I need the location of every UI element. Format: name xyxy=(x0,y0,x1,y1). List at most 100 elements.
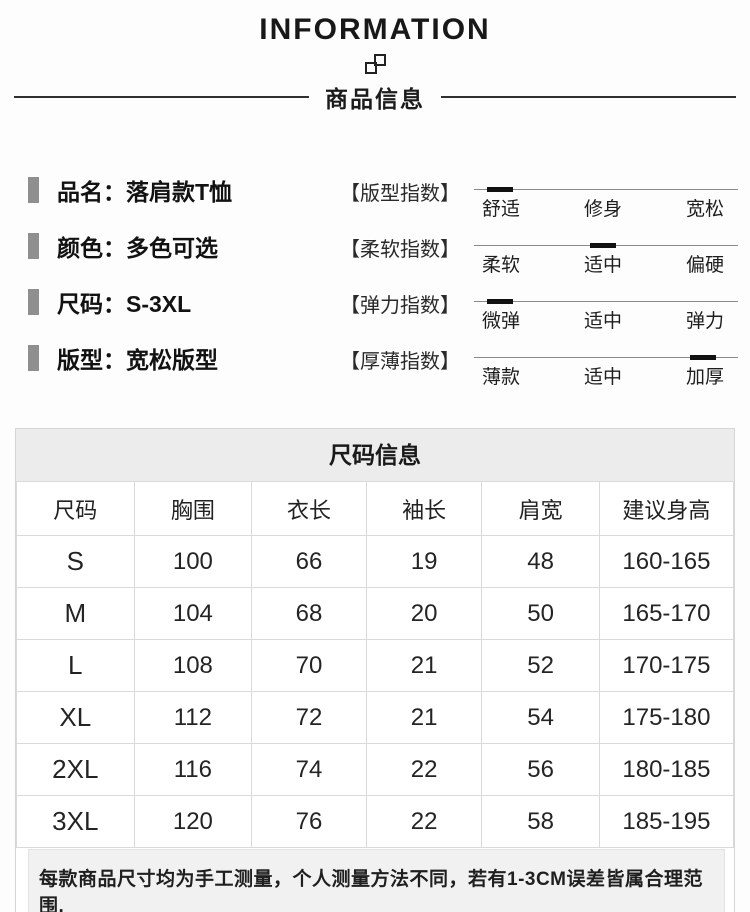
attribute-text: 尺码：S-3XL xyxy=(57,291,192,317)
size-cell: M xyxy=(16,587,135,640)
measure-cell: 120 xyxy=(133,795,253,848)
index-group-softness: 【柔软指数】 柔软 适中 偏硬 xyxy=(340,218,738,276)
measure-cell: 180-185 xyxy=(598,743,735,796)
page-subtitle: 商品信息 xyxy=(325,86,425,112)
index-group-fit: 【版型指数】 舒适 修身 宽松 xyxy=(340,162,738,220)
measure-cell: 22 xyxy=(365,795,483,848)
index-marker xyxy=(487,299,514,304)
track-label-right: 弹力 xyxy=(685,311,724,332)
index-track xyxy=(474,355,738,360)
track-label-right: 加厚 xyxy=(685,367,724,388)
table-row: XL 112 72 21 54 175-180 xyxy=(16,691,735,744)
overlap-square-front xyxy=(364,62,377,74)
measure-cell: 160-165 xyxy=(598,535,735,588)
column-header: 建议身高 xyxy=(598,481,735,536)
index-sliders: 【版型指数】 舒适 修身 宽松 【柔软指数】 xyxy=(340,162,738,388)
size-table-title: 尺码信息 xyxy=(16,429,734,481)
subtitle-row: 商品信息 xyxy=(14,80,736,114)
column-header: 胸围 xyxy=(133,481,253,536)
measure-cell: 170-175 xyxy=(598,639,735,692)
measure-cell: 22 xyxy=(365,743,483,796)
measure-cell: 100 xyxy=(133,535,253,588)
index-marker xyxy=(690,355,717,360)
header: INFORMATION 商品信息 xyxy=(0,0,750,114)
size-table: 尺码信息 尺码 胸围 衣长 袖长 肩宽 建议身高 S 100 66 xyxy=(15,428,735,912)
attribute-row-fit: 版型：宽松版型 xyxy=(28,330,340,386)
index-label: 【柔软指数】 xyxy=(340,239,460,261)
measure-cell: 108 xyxy=(133,639,253,692)
size-cell: S xyxy=(16,535,135,588)
attribute-text: 版型：宽松版型 xyxy=(57,347,218,373)
attribute-row-size: 尺码：S-3XL xyxy=(28,274,340,330)
overlap-square-back xyxy=(373,54,386,66)
index-group-elasticity: 【弹力指数】 微弹 适中 弹力 xyxy=(340,274,738,332)
measure-cell: 72 xyxy=(251,691,367,744)
divider-line-left xyxy=(14,96,309,98)
measure-cell: 70 xyxy=(251,639,367,692)
measure-cell: 48 xyxy=(481,535,600,588)
measure-cell: 21 xyxy=(365,691,483,744)
table-row: 2XL 116 74 22 56 180-185 xyxy=(16,743,735,796)
overlap-squares-icon xyxy=(364,54,386,74)
measure-cell: 21 xyxy=(365,639,483,692)
measure-cell: 104 xyxy=(133,587,253,640)
bullet-bar-icon xyxy=(28,345,39,371)
table-row: M 104 68 20 50 165-170 xyxy=(16,587,735,640)
measure-cell: 66 xyxy=(251,535,367,588)
index-label: 【版型指数】 xyxy=(340,183,460,205)
track-label-mid: 适中 xyxy=(583,311,622,332)
divider-line-right xyxy=(441,96,736,98)
index-label: 【弹力指数】 xyxy=(340,295,460,317)
measure-cell: 68 xyxy=(251,587,367,640)
measure-cell: 19 xyxy=(365,535,483,588)
size-cell: XL xyxy=(16,691,135,744)
measure-cell: 76 xyxy=(251,795,367,848)
index-track xyxy=(474,187,738,192)
track-label-right: 宽松 xyxy=(685,199,724,220)
index-track xyxy=(474,299,738,304)
track-label-mid: 适中 xyxy=(583,367,622,388)
column-header: 衣长 xyxy=(251,481,367,536)
measure-cell: 20 xyxy=(365,587,483,640)
table-row: L 108 70 21 52 170-175 xyxy=(16,639,735,692)
column-header: 肩宽 xyxy=(481,481,600,536)
track-label-left: 柔软 xyxy=(482,255,521,276)
product-details-section: 品名：落肩款T恤 颜色：多色可选 尺码：S-3XL 版型：宽松版型 【版型指数】 xyxy=(0,162,750,388)
index-group-thickness: 【厚薄指数】 薄款 适中 加厚 xyxy=(340,330,738,388)
attribute-row-color: 颜色：多色可选 xyxy=(28,218,340,274)
measure-cell: 185-195 xyxy=(598,795,735,848)
measure-cell: 58 xyxy=(481,795,600,848)
measurement-note: 每款商品尺寸均为手工测量，个人测量方法不同，若有1-3CM误差皆属合理范围. xyxy=(28,849,725,912)
column-header: 袖长 xyxy=(365,481,483,536)
attribute-text: 品名：落肩款T恤 xyxy=(57,179,233,205)
measure-cell: 54 xyxy=(481,691,600,744)
measure-cell: 175-180 xyxy=(598,691,735,744)
attribute-text: 颜色：多色可选 xyxy=(57,235,218,261)
track-label-left: 微弹 xyxy=(482,311,521,332)
measure-cell: 52 xyxy=(481,639,600,692)
index-marker xyxy=(487,187,514,192)
column-header: 尺码 xyxy=(16,481,135,536)
product-attributes: 品名：落肩款T恤 颜色：多色可选 尺码：S-3XL 版型：宽松版型 xyxy=(28,162,340,386)
size-cell: 2XL xyxy=(16,743,135,796)
index-label: 【厚薄指数】 xyxy=(340,351,460,373)
track-label-left: 舒适 xyxy=(482,199,521,220)
table-row: 3XL 120 76 22 58 185-195 xyxy=(16,795,735,848)
bullet-bar-icon xyxy=(28,233,39,259)
page-title: INFORMATION xyxy=(259,13,491,46)
measure-cell: 74 xyxy=(251,743,367,796)
track-label-left: 薄款 xyxy=(482,367,521,388)
index-marker xyxy=(590,243,617,248)
measure-cell: 56 xyxy=(481,743,600,796)
track-label-right: 偏硬 xyxy=(685,255,724,276)
bullet-bar-icon xyxy=(28,177,39,203)
measure-cell: 112 xyxy=(133,691,253,744)
size-cell: L xyxy=(16,639,135,692)
table-header-row: 尺码 胸围 衣长 袖长 肩宽 建议身高 xyxy=(16,481,735,536)
measure-cell: 165-170 xyxy=(598,587,735,640)
bullet-bar-icon xyxy=(28,289,39,315)
track-label-mid: 修身 xyxy=(583,199,622,220)
size-chart: 尺码 胸围 衣长 袖长 肩宽 建议身高 S 100 66 19 48 160-1… xyxy=(16,481,735,848)
index-track xyxy=(474,243,738,248)
